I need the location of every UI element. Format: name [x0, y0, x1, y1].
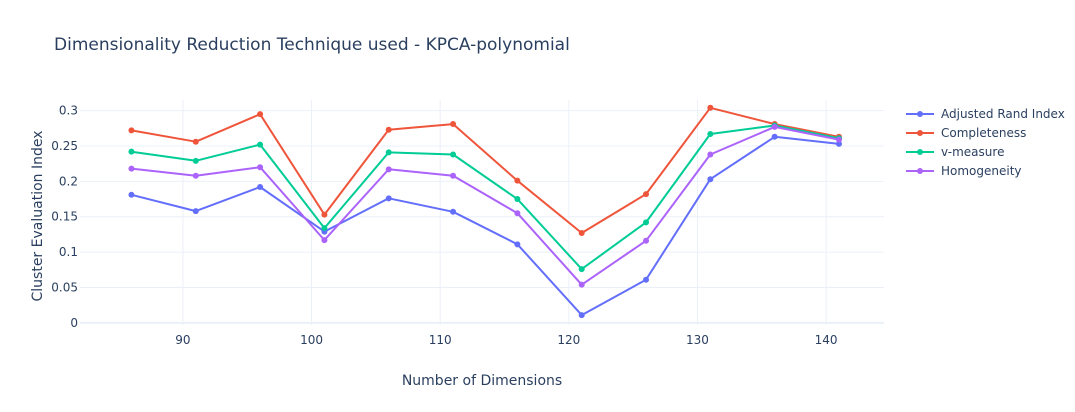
- data-point: [835, 136, 842, 143]
- series-line: [131, 124, 840, 271]
- x-axis-title: Number of Dimensions: [402, 373, 562, 389]
- legend-item[interactable]: Completeness: [906, 126, 1026, 140]
- legend: Adjusted Rand Index Completeness v-measure…: [906, 107, 1065, 178]
- data-point: [578, 281, 585, 288]
- data-point: [514, 210, 521, 217]
- legend-item[interactable]: v-measure: [906, 145, 1004, 159]
- series-adjusted-rand-index: [128, 133, 842, 319]
- data-point: [450, 172, 457, 179]
- data-point: [578, 266, 585, 273]
- data-point: [450, 121, 457, 128]
- data-point: [192, 138, 199, 145]
- legend-label: Adjusted Rand Index: [941, 107, 1065, 121]
- data-point: [257, 164, 264, 171]
- y-axis-title: Cluster Evaluation Index: [30, 130, 46, 301]
- series-line: [131, 135, 840, 317]
- data-point: [771, 123, 778, 130]
- data-point: [643, 191, 650, 198]
- legend-swatch-marker: [917, 149, 923, 155]
- data-point: [643, 237, 650, 244]
- y-tick-label: 0.05: [51, 281, 78, 295]
- x-tick-label: 120: [557, 333, 580, 347]
- x-tick-label: 140: [815, 333, 838, 347]
- data-point: [514, 177, 521, 184]
- data-point: [192, 157, 199, 164]
- y-tick-label: 0.25: [51, 139, 78, 153]
- data-point: [128, 165, 135, 172]
- series-homogeneity: [128, 123, 842, 288]
- y-tick-label: 0.3: [59, 104, 78, 118]
- x-tick-label: 130: [686, 333, 709, 347]
- data-point: [321, 225, 328, 232]
- legend-swatch-marker: [917, 111, 923, 117]
- data-point: [578, 312, 585, 319]
- legend-item[interactable]: Adjusted Rand Index: [906, 107, 1065, 121]
- x-tick-label: 100: [300, 333, 323, 347]
- data-point: [578, 230, 585, 237]
- y-axis-ticks: 0 0.05 0.1 0.15 0.2 0.25 0.3: [51, 104, 78, 330]
- x-tick-label: 110: [429, 333, 452, 347]
- series-group: [128, 104, 842, 319]
- data-point: [128, 148, 135, 155]
- x-axis-ticks: 90 100 110 120 130 140: [175, 333, 837, 347]
- data-point: [514, 241, 521, 248]
- data-point: [450, 208, 457, 215]
- data-point: [450, 151, 457, 158]
- legend-item[interactable]: Homogeneity: [906, 164, 1022, 178]
- data-point: [707, 176, 714, 183]
- data-point: [257, 111, 264, 118]
- data-point: [385, 126, 392, 133]
- legend-swatch-marker: [917, 168, 923, 174]
- y-tick-label: 0: [70, 316, 78, 330]
- series-completeness: [128, 104, 842, 237]
- data-point: [385, 195, 392, 202]
- y-tick-label: 0.1: [59, 245, 78, 259]
- data-point: [707, 104, 714, 111]
- data-point: [835, 140, 842, 147]
- series-line: [131, 125, 840, 286]
- legend-label: Completeness: [941, 126, 1026, 140]
- chart-title: Dimensionality Reduction Technique used …: [54, 35, 570, 55]
- data-point: [385, 149, 392, 156]
- data-point: [321, 237, 328, 244]
- data-point: [257, 184, 264, 191]
- data-point: [385, 166, 392, 173]
- series-line: [131, 106, 840, 234]
- legend-label: v-measure: [941, 145, 1004, 159]
- data-point: [257, 141, 264, 148]
- data-point: [771, 133, 778, 140]
- data-point: [128, 191, 135, 198]
- data-point: [128, 127, 135, 134]
- legend-swatch-marker: [917, 130, 923, 136]
- data-point: [707, 151, 714, 158]
- legend-label: Homogeneity: [941, 164, 1022, 178]
- x-tick-label: 90: [175, 333, 190, 347]
- data-point: [192, 172, 199, 179]
- data-point: [321, 211, 328, 218]
- data-point: [514, 196, 521, 203]
- y-tick-label: 0.2: [59, 174, 78, 188]
- data-point: [707, 130, 714, 137]
- data-point: [643, 219, 650, 226]
- data-point: [643, 276, 650, 283]
- y-tick-label: 0.15: [51, 210, 78, 224]
- data-point: [192, 208, 199, 215]
